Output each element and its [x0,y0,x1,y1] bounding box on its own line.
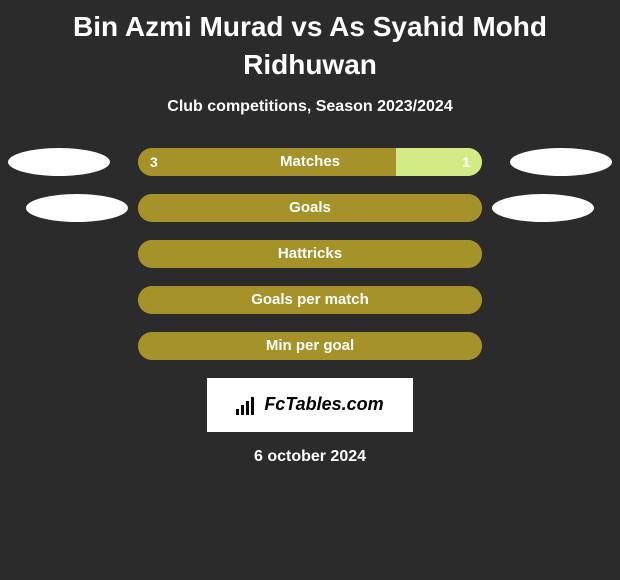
stat-bar-left-fill [138,332,482,360]
player-avatar-right [492,194,594,222]
stat-bar-left-fill [138,240,482,268]
comparison-row: Goals [0,194,620,222]
comparison-row: 31Matches [0,148,620,176]
logo-box: FcTables.com [207,378,413,432]
stat-value-left: 3 [150,148,158,176]
bars-icon [236,395,258,415]
comparison-row: Hattricks [0,240,620,268]
logo[interactable]: FcTables.com [236,394,383,415]
date-label: 6 october 2024 [0,448,620,466]
stat-bar: Hattricks [138,240,482,268]
stat-bar-left-fill [138,194,482,222]
stat-bar-left-fill [138,286,482,314]
subtitle: Club competitions, Season 2023/2024 [0,98,620,116]
player-avatar-right [510,148,612,176]
stat-value-right: 1 [462,148,470,176]
stat-bar: Goals per match [138,286,482,314]
stat-bar-left-fill [138,148,396,176]
comparison-row: Min per goal [0,332,620,360]
logo-text: FcTables.com [264,394,383,415]
stat-bar: Min per goal [138,332,482,360]
player-avatar-left [26,194,128,222]
comparison-row: Goals per match [0,286,620,314]
stat-bar: Goals [138,194,482,222]
page-title: Bin Azmi Murad vs As Syahid Mohd Ridhuwa… [0,0,620,84]
comparison-rows: 31MatchesGoalsHattricksGoals per matchMi… [0,148,620,360]
stat-bar: 31Matches [138,148,482,176]
player-avatar-left [8,148,110,176]
